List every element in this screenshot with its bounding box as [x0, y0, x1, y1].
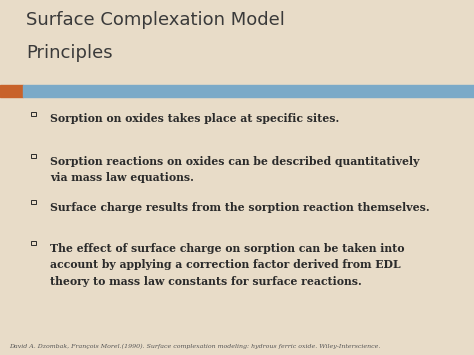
Bar: [31, 111, 36, 115]
Text: Surface charge results from the sorption reaction themselves.: Surface charge results from the sorption…: [50, 202, 429, 213]
Text: Surface Complexation Model: Surface Complexation Model: [26, 11, 285, 29]
Bar: [0, 85, 23, 97]
Text: David A. Dzombak, François Morel.(1990). Surface complexation modeling: hydrous : David A. Dzombak, François Morel.(1990).…: [9, 343, 381, 349]
Bar: [31, 241, 36, 245]
Bar: [23, 85, 474, 97]
Bar: [31, 154, 36, 158]
Text: Sorption reactions on oxides can be described quantitatively
via mass law equati: Sorption reactions on oxides can be desc…: [50, 155, 419, 184]
Text: Principles: Principles: [26, 44, 113, 62]
Bar: [31, 200, 36, 204]
Text: Sorption on oxides takes place at specific sites.: Sorption on oxides takes place at specif…: [50, 113, 339, 124]
Text: The effect of surface charge on sorption can be taken into
account by applying a: The effect of surface charge on sorption…: [50, 242, 404, 287]
